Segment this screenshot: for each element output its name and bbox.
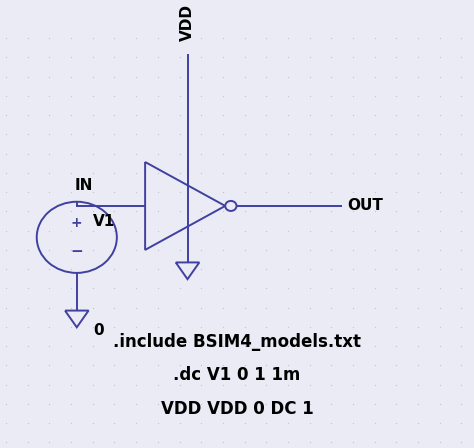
Text: VDD VDD 0 DC 1: VDD VDD 0 DC 1 — [161, 400, 313, 418]
Text: VDD: VDD — [180, 4, 195, 41]
Text: +: + — [71, 216, 82, 230]
Text: IN: IN — [74, 178, 93, 194]
Text: 0: 0 — [93, 323, 104, 338]
Text: .dc V1 0 1 1m: .dc V1 0 1 1m — [173, 366, 301, 384]
Text: −: − — [71, 244, 83, 259]
Text: .include BSIM4_models.txt: .include BSIM4_models.txt — [113, 333, 361, 351]
Text: V1: V1 — [93, 214, 116, 229]
Text: OUT: OUT — [348, 198, 383, 213]
